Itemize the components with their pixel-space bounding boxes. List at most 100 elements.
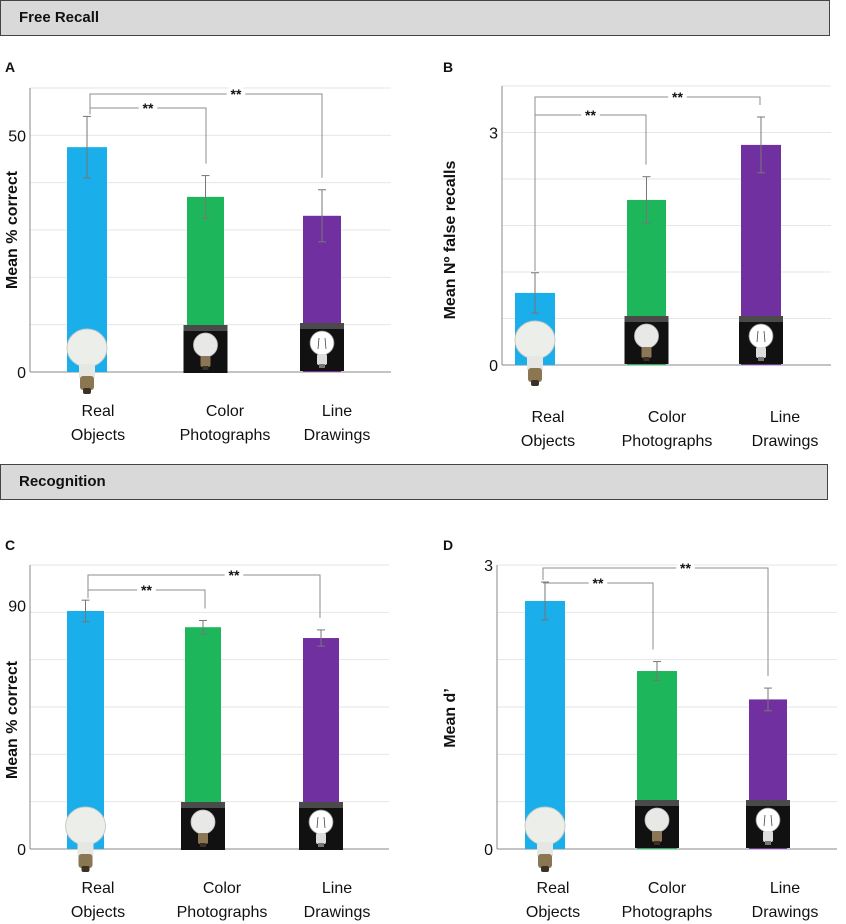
y-tick-label: 50	[8, 128, 26, 145]
y-tick-label: 3	[489, 126, 498, 143]
x-category-label: Objects	[526, 904, 580, 921]
bulb-tip-icon	[81, 866, 90, 872]
x-category-label: Color	[206, 403, 245, 420]
bulb-base-icon	[641, 347, 652, 358]
significance-bracket	[543, 582, 654, 650]
bulb-filament-icon	[317, 337, 327, 350]
bulb-base-icon	[317, 354, 327, 365]
bulb-tip-icon	[318, 843, 324, 847]
x-category-label: Line	[770, 880, 800, 897]
significance-label: **	[672, 89, 683, 105]
significance-label: **	[141, 582, 152, 598]
x-category-label: Color	[203, 880, 242, 897]
panel-letter: C	[5, 537, 15, 553]
bulb-glass-icon	[755, 807, 781, 833]
bulb-tip-icon	[202, 366, 209, 370]
stimulus-image-real-objects	[524, 806, 566, 872]
x-category-label: Drawings	[752, 904, 819, 921]
stimulus-image-line-drawings	[746, 800, 790, 848]
photo-top-strip	[183, 325, 228, 331]
significance-label: **	[593, 575, 604, 591]
stimulus-image-line-drawings	[299, 802, 343, 850]
stimulus-image-line-drawings	[739, 316, 783, 364]
stimulus-image-color-photographs	[181, 802, 225, 850]
bulb-base-icon	[763, 831, 773, 842]
x-category-label: Color	[648, 880, 687, 897]
bulb-glass-icon	[748, 323, 774, 349]
significance-bracket	[542, 567, 769, 677]
photo-top-strip	[635, 800, 679, 806]
x-category-label: Line	[322, 403, 352, 420]
x-category-label: Photographs	[177, 904, 268, 921]
bulb-glass-icon	[634, 323, 659, 349]
x-category-label: Photographs	[622, 433, 713, 450]
x-category-label: Real	[82, 880, 115, 897]
bulb-glass-icon	[66, 328, 108, 368]
bulb-base-icon	[78, 854, 93, 868]
stimulus-image-real-objects	[514, 320, 556, 386]
y-tick-label: 0	[17, 365, 26, 382]
bulb-base-icon	[528, 368, 542, 382]
significance-label: **	[585, 107, 596, 123]
x-category-label: Objects	[71, 427, 125, 444]
significance-bracket	[89, 93, 323, 178]
section-header-free-recall: Free Recall	[0, 0, 830, 36]
x-category-label: Line	[322, 880, 352, 897]
stimulus-image-real-objects	[66, 328, 108, 394]
bulb-filament-icon	[763, 814, 773, 827]
photo-top-strip	[624, 316, 669, 322]
y-tick-label: 0	[489, 358, 498, 375]
chart-panel-b: 0 3 Mean Nº false recalls B ** ** Real Objects C…	[442, 59, 831, 450]
chart-panel-d: 0 3 Mean d’ D ** ** Real Objects Color Photograph…	[442, 537, 837, 921]
bulb-base-icon	[200, 356, 211, 367]
bulb-tip-icon	[531, 380, 539, 386]
y-tick-label: 90	[8, 599, 26, 616]
significance-label: **	[143, 100, 154, 116]
stimulus-image-color-photographs	[635, 800, 679, 848]
bulb-base-icon	[652, 831, 662, 842]
stimulus-image-color-photographs	[183, 325, 228, 373]
x-category-label: Real	[532, 409, 565, 426]
stimulus-image-real-objects	[65, 806, 106, 872]
bulb-neck-icon	[527, 356, 543, 370]
bulb-tip-icon	[83, 388, 91, 394]
y-tick-label: 3	[484, 558, 493, 575]
panel-letter: D	[443, 537, 453, 553]
bulb-glass-icon	[524, 806, 566, 846]
significance-bracket	[87, 574, 321, 618]
x-category-label: Drawings	[752, 433, 819, 450]
y-tick-label: 0	[17, 842, 26, 859]
photo-top-strip	[181, 802, 225, 808]
photo-top-strip	[299, 802, 343, 808]
bulb-glass-icon	[514, 320, 556, 360]
significance-label: **	[229, 567, 240, 583]
stimulus-image-line-drawings	[300, 323, 344, 371]
bulb-base-icon	[80, 376, 94, 390]
x-category-label: Drawings	[304, 904, 371, 921]
bulb-base-icon	[316, 833, 326, 844]
bulb-base-icon	[756, 347, 766, 358]
bulb-glass-icon	[190, 809, 216, 835]
stimulus-image-color-photographs	[624, 316, 669, 364]
bulb-tip-icon	[654, 841, 660, 845]
bulb-glass-icon	[644, 807, 670, 833]
bulb-glass-icon	[308, 809, 334, 835]
bulb-tip-icon	[758, 357, 764, 361]
bulb-glass-icon	[309, 330, 335, 356]
bulb-tip-icon	[200, 843, 206, 847]
x-category-label: Objects	[521, 433, 575, 450]
panel-letter: B	[443, 59, 453, 75]
bulb-filament-icon	[316, 816, 326, 829]
x-category-label: Real	[82, 403, 115, 420]
bulb-tip-icon	[319, 364, 325, 368]
x-category-label: Objects	[71, 904, 125, 921]
significance-label: **	[231, 86, 242, 102]
significance-label: **	[680, 560, 691, 576]
x-category-label: Photographs	[622, 904, 713, 921]
bulb-base-icon	[198, 833, 208, 844]
x-category-label: Photographs	[180, 427, 271, 444]
x-category-label: Line	[770, 409, 800, 426]
bulb-neck-icon	[79, 364, 95, 378]
bulb-glass-icon	[65, 806, 106, 846]
